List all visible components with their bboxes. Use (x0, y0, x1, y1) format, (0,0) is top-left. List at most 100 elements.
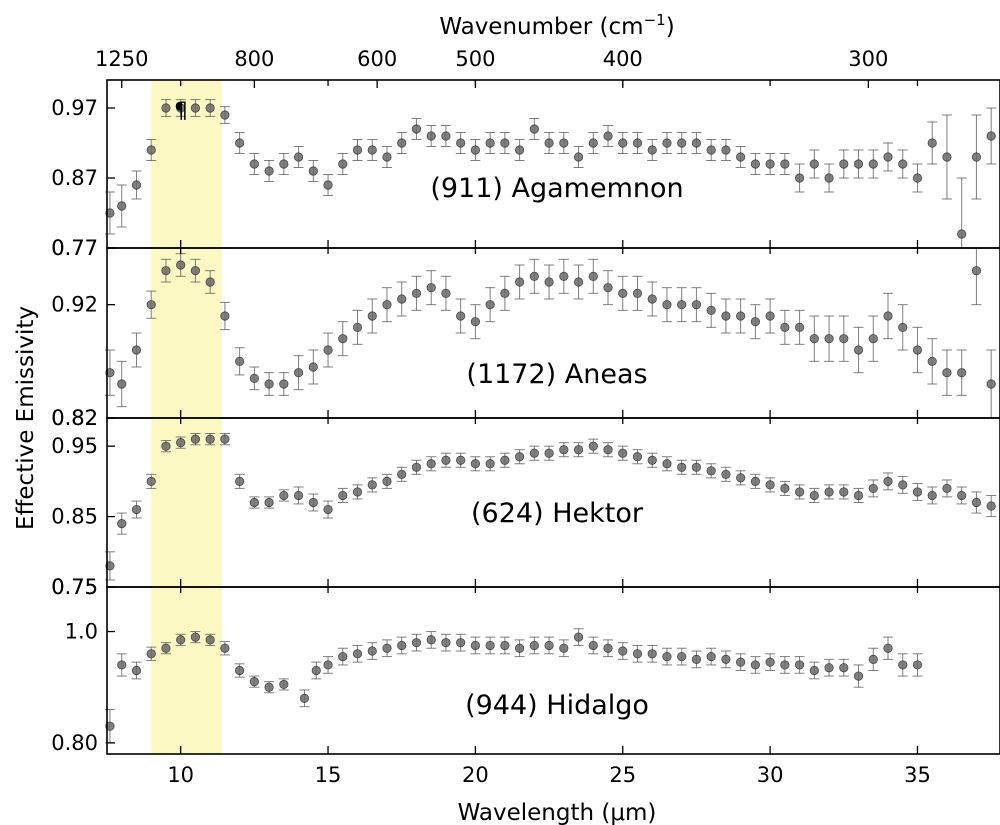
data-point (736, 152, 746, 162)
data-point (205, 434, 215, 444)
data-point (853, 490, 864, 501)
data-point (205, 635, 215, 645)
data-point (338, 490, 348, 501)
top-axis-title: Wavenumber (cm−1) (439, 11, 674, 40)
data-point (146, 145, 156, 155)
data-point (736, 311, 746, 321)
data-layer (104, 99, 997, 744)
data-point (839, 159, 849, 169)
x-tick-label: 15 (315, 763, 342, 787)
data-point (105, 721, 115, 731)
data-point (220, 110, 230, 120)
data-point (161, 103, 171, 113)
panel-label: (1172) Aneas (466, 359, 647, 390)
data-point (618, 646, 628, 656)
data-point (456, 138, 466, 148)
data-point (117, 660, 127, 670)
data-point (883, 311, 893, 321)
panel-3-series (104, 628, 923, 744)
data-point (279, 679, 289, 690)
data-point (824, 334, 834, 344)
data-point (441, 131, 451, 141)
data-point (736, 473, 746, 483)
data-point (839, 487, 849, 497)
data-point (397, 138, 407, 148)
y-tick-label: 0.77 (51, 236, 98, 260)
data-point (323, 660, 333, 670)
data-point (912, 487, 923, 497)
data-point (441, 455, 451, 465)
data-point (647, 294, 657, 304)
data-point (311, 665, 321, 676)
data-point (205, 277, 215, 287)
data-point (117, 519, 127, 529)
y-tick-label: 0.85 (51, 505, 98, 529)
panel-frame (106, 79, 1000, 249)
data-point (912, 173, 923, 183)
data-point (780, 660, 790, 670)
y-tick-label: 0.80 (51, 731, 98, 755)
data-point (352, 649, 363, 659)
data-point (515, 643, 525, 653)
data-point (559, 445, 569, 455)
data-point (456, 311, 466, 321)
data-point (868, 159, 878, 169)
y-tick-label: 0.87 (51, 166, 98, 190)
data-point (780, 159, 790, 169)
data-point (853, 671, 864, 681)
data-point (249, 373, 259, 383)
data-point (691, 138, 702, 148)
data-point (264, 682, 274, 692)
data-point (131, 180, 142, 190)
data-point (662, 651, 672, 662)
y-tick-label: 0.95 (51, 434, 98, 458)
data-point (161, 643, 171, 653)
panel-2-series (104, 432, 997, 581)
data-point (765, 657, 775, 667)
data-point (544, 138, 554, 148)
data-point (308, 362, 318, 372)
data-point (529, 640, 539, 651)
data-point (456, 638, 466, 648)
data-point (677, 138, 687, 148)
data-point (131, 665, 142, 676)
data-point (411, 638, 422, 648)
data-point (853, 159, 864, 169)
data-point (220, 434, 230, 444)
data-point (323, 180, 333, 190)
data-point (721, 145, 731, 155)
data-point (367, 311, 377, 321)
data-point (721, 469, 731, 479)
data-point (485, 300, 495, 310)
data-point (618, 288, 628, 298)
data-point (750, 317, 760, 327)
data-point (677, 651, 687, 662)
data-point (323, 345, 333, 355)
data-point (441, 288, 451, 298)
data-point (824, 663, 834, 673)
data-point (632, 649, 643, 659)
y-tick-label: 0.75 (51, 575, 98, 599)
data-point (868, 483, 878, 494)
data-point (559, 138, 569, 148)
panel-label: (911) Agamemnon (430, 173, 683, 204)
data-point (411, 462, 422, 472)
x-tick-label: 35 (904, 763, 931, 787)
data-point (470, 459, 480, 469)
data-point (176, 260, 186, 270)
data-point (382, 152, 392, 162)
data-point (573, 277, 584, 287)
y-tick-label: 1.0 (65, 620, 98, 644)
data-point (352, 322, 363, 332)
data-point (515, 145, 525, 155)
data-point (809, 334, 819, 344)
data-point (824, 173, 834, 183)
data-point (117, 379, 127, 389)
data-point (706, 305, 716, 315)
data-point (794, 173, 805, 183)
data-point (588, 271, 598, 281)
panel-0-series (104, 99, 997, 249)
frame-layer (106, 79, 1000, 755)
data-point (470, 317, 480, 327)
